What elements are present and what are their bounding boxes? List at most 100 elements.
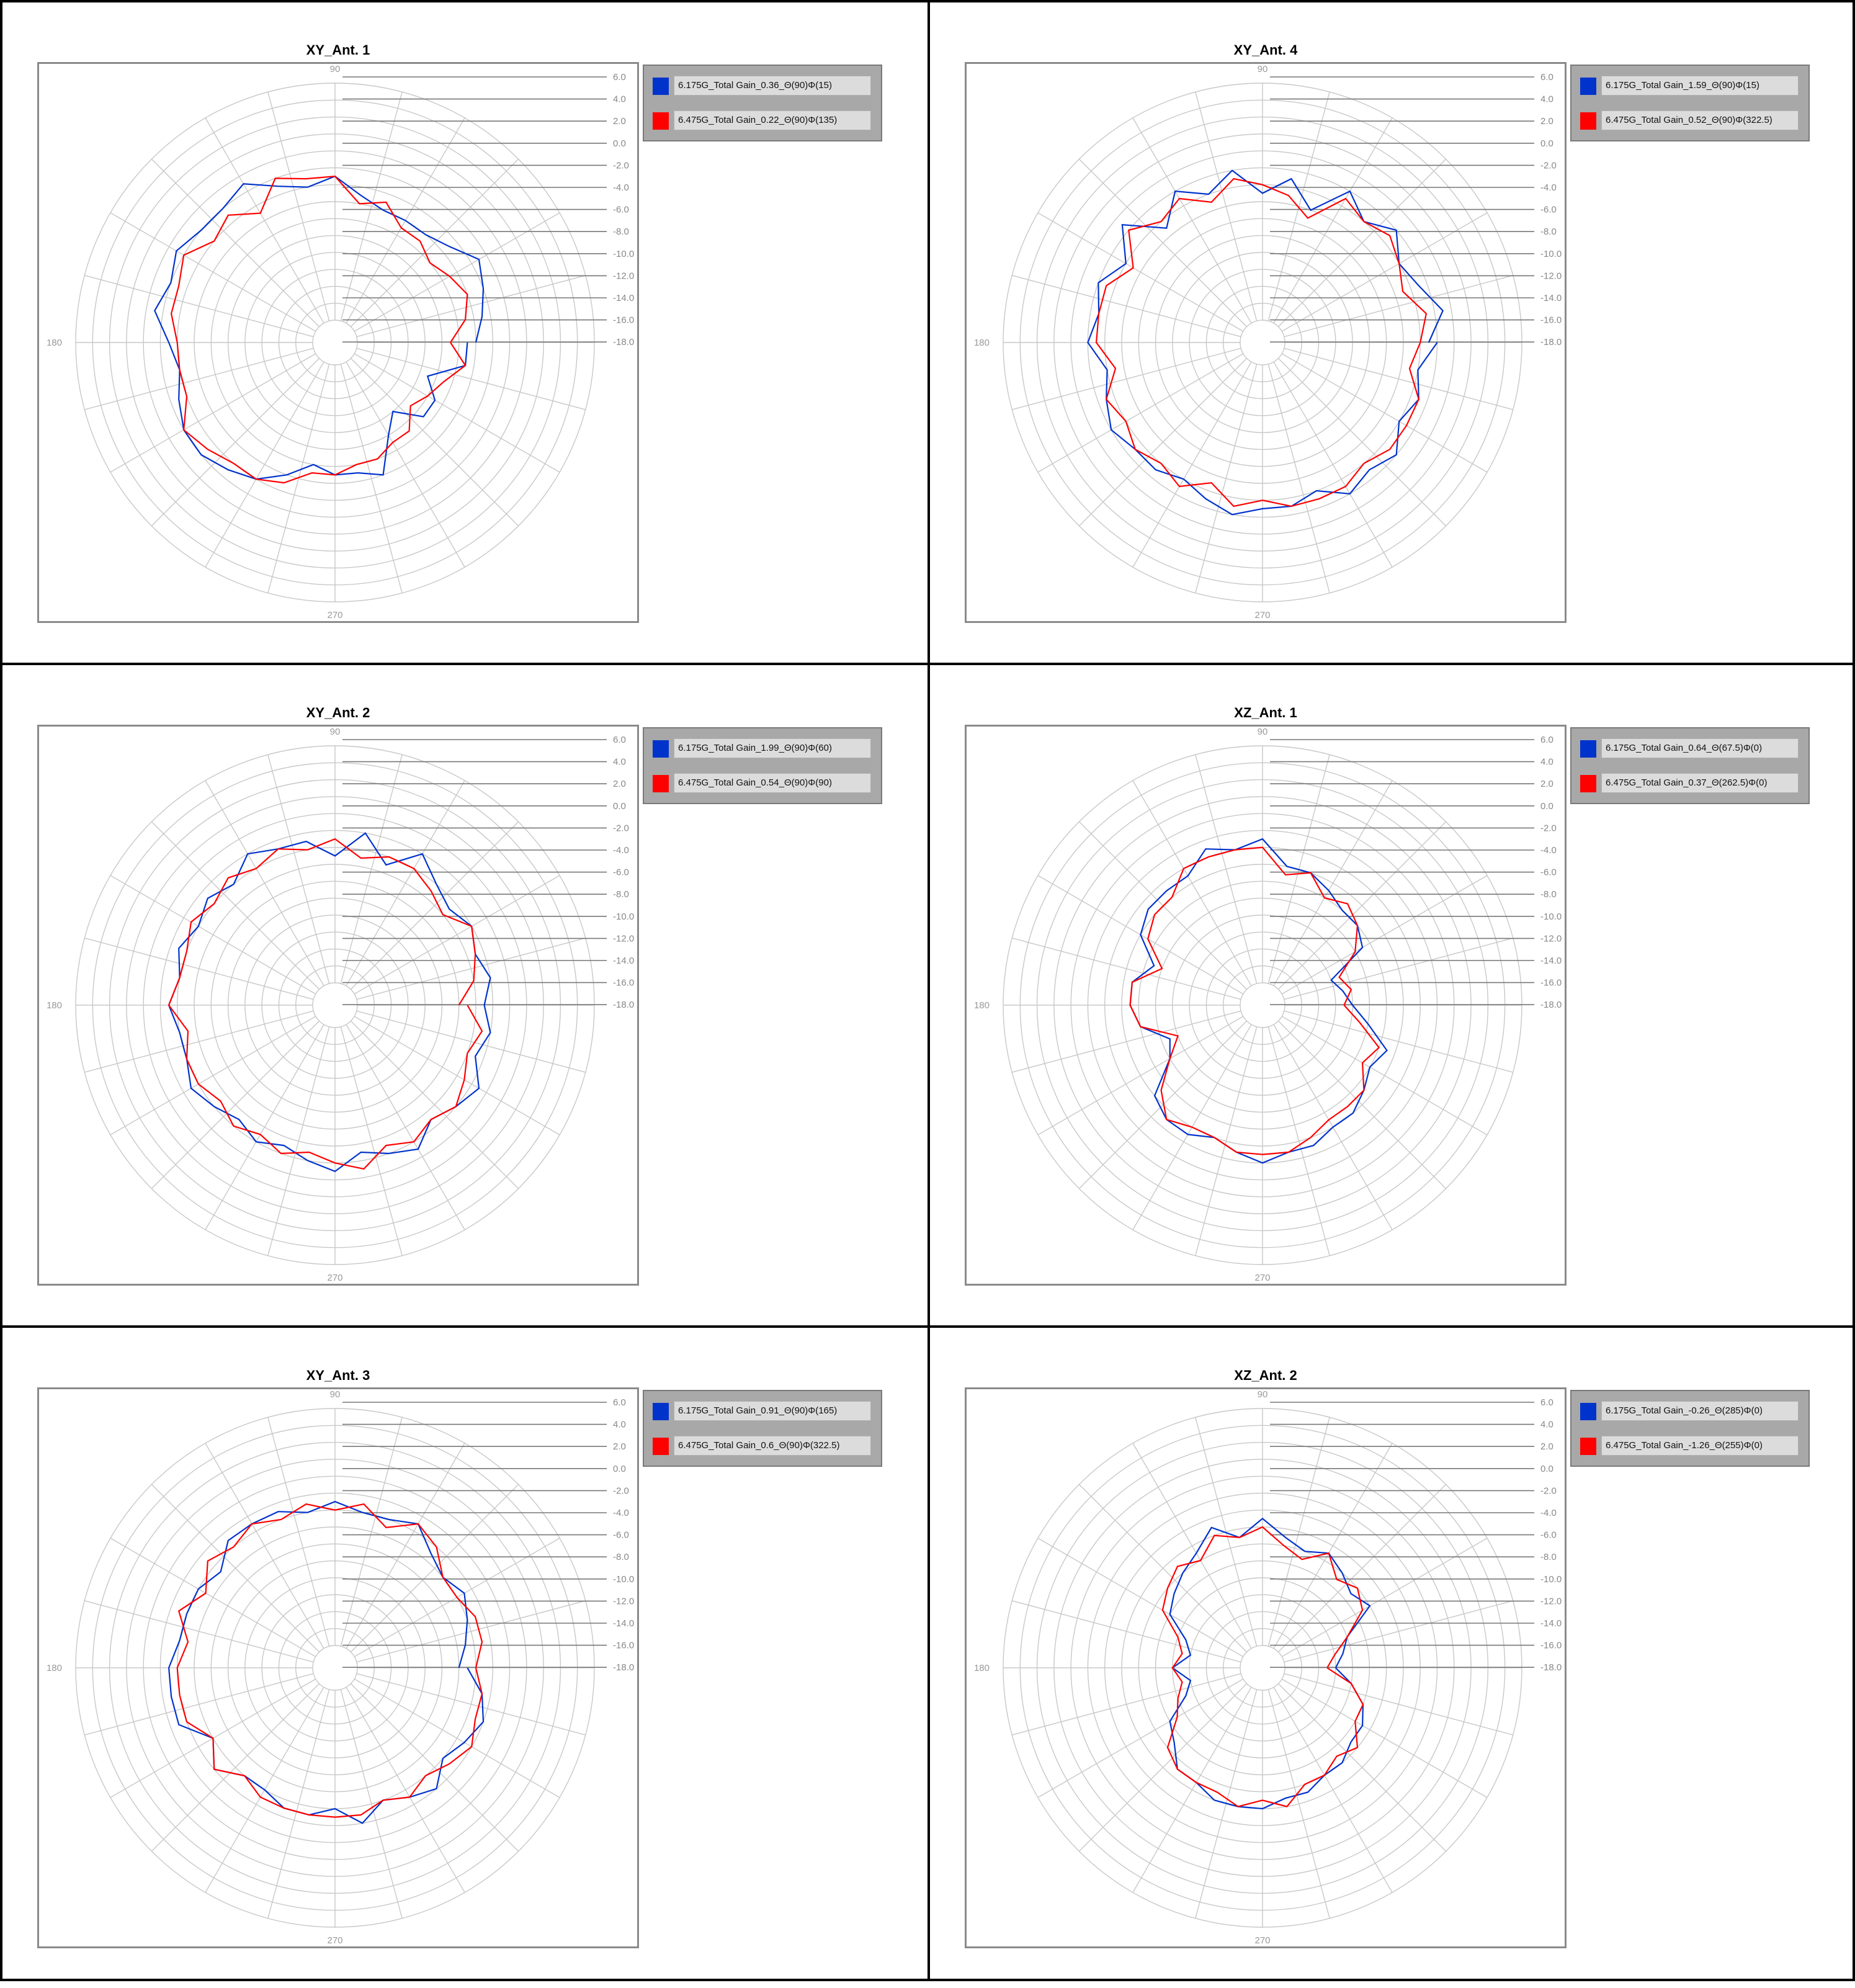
radial-tick-label: 6.0 (613, 72, 626, 83)
polar-spoke (1037, 1678, 1244, 1798)
polar-spoke (1281, 353, 1488, 473)
legend-swatch (653, 112, 669, 130)
polar-spoke (356, 347, 586, 410)
polar-spoke (1281, 1538, 1488, 1657)
radial-tick-label: -16.0 (1540, 978, 1562, 988)
polar-spoke (1195, 1026, 1258, 1256)
radial-tick-label: 6.0 (613, 735, 626, 745)
polar-spoke (354, 353, 560, 473)
polar-spoke (1037, 1538, 1244, 1657)
polar-spoke (1012, 1600, 1241, 1663)
legend-swatch (653, 1403, 669, 1420)
polar-spoke (267, 364, 330, 593)
polar-spoke (340, 754, 403, 984)
chart-title: XY_Ant. 2 (306, 705, 370, 720)
radial-tick-label: 0.0 (1540, 138, 1553, 149)
polar-spoke (1195, 364, 1258, 593)
polar-spoke (1037, 353, 1244, 473)
radial-tick-label: -6.0 (613, 1530, 629, 1541)
polar-spoke (350, 357, 519, 527)
radial-tick-label: -16.0 (1540, 315, 1562, 326)
radial-tick-label: -12.0 (1540, 933, 1562, 944)
radial-tick-label: -2.0 (613, 823, 629, 833)
polar-spoke (84, 938, 314, 1000)
radial-tick-label: -18.0 (613, 1662, 634, 1673)
polar-spoke (84, 1673, 314, 1735)
radial-tick-label: -2.0 (1540, 160, 1557, 171)
polar-spoke (1277, 1484, 1447, 1653)
angle-label: 90 (1258, 64, 1268, 74)
legend-swatch (653, 775, 669, 792)
chart-panel-6: XZ_Ant. 2 6.0 4.0 2.0 0.0 -2.0 -4.0 -6.0 -8.0 -10… (928, 1325, 1855, 1988)
radial-tick-label: -4.0 (1540, 845, 1557, 856)
polar-spoke (110, 212, 316, 332)
radial-tick-label: 0.0 (1540, 1464, 1553, 1474)
series-line-blue (1169, 1517, 1371, 1810)
radial-tick-label: -16.0 (613, 1641, 634, 1651)
polar-spoke (1284, 275, 1513, 338)
legend: 6.175G_Total Gain_0.91_Θ(90)Φ(165) 6.475G… (643, 1390, 882, 1467)
polar-spoke (1273, 1686, 1393, 1893)
radial-tick-label: -4.0 (1540, 1508, 1557, 1518)
polar-spoke (356, 938, 586, 1000)
legend-item: 6.175G_Total Gain_1.99_Θ(90)Φ(60) (649, 736, 876, 762)
radial-tick-label: -18.0 (1540, 1000, 1562, 1010)
radial-tick-label: -16.0 (1540, 1641, 1562, 1651)
polar-spoke (1267, 1026, 1330, 1256)
radial-tick-label: 2.0 (613, 1441, 626, 1452)
legend-item: 6.175G_Total Gain_1.59_Θ(90)Φ(15) (1576, 73, 1804, 99)
legend: 6.175G_Total Gain_-0.26_Θ(285)Φ(0) 6.475G… (1570, 1390, 1810, 1467)
angle-label: 180 (974, 338, 990, 348)
radial-tick-label: -14.0 (1540, 956, 1562, 966)
radial-tick-label: -8.0 (613, 1552, 629, 1562)
polar-spoke (1012, 275, 1241, 338)
polar-spoke (340, 1026, 403, 1256)
polar-spoke (267, 92, 330, 321)
polar-spoke (1277, 821, 1447, 990)
polar-spoke (1281, 1016, 1488, 1135)
polar-spoke (1281, 1678, 1488, 1798)
legend-label: 6.475G_Total Gain_-1.26_Θ(255)Φ(0) (1601, 1436, 1799, 1456)
chart-panel-2: XY_Ant. 4 6.0 4.0 2.0 0.0 -2.0 -4.0 -6.0 -8.0 -10… (928, 0, 1855, 663)
radial-tick-label: -14.0 (1540, 293, 1562, 303)
polar-plot: 6.0 4.0 2.0 0.0 -2.0 -4.0 -6.0 -8.0 -10.0 -12.0 -1… (974, 1389, 1562, 1946)
angle-label: 270 (327, 610, 342, 620)
legend-label: 6.475G_Total Gain_0.6_Θ(90)Φ(322.5) (674, 1436, 871, 1456)
polar-spoke (205, 361, 324, 568)
radial-tick-label: -12.0 (613, 933, 634, 944)
polar-spoke (346, 1443, 465, 1649)
polar-spoke (1132, 780, 1252, 987)
radial-tick-label: -10.0 (1540, 911, 1562, 922)
polar-spoke (1267, 364, 1330, 593)
polar-plot: 6.0 4.0 2.0 0.0 -2.0 -4.0 -6.0 -8.0 -10.0 -12.0 -1… (47, 64, 634, 620)
polar-spoke (340, 1689, 403, 1919)
radial-tick-label: 4.0 (1540, 757, 1553, 768)
polar-spoke (350, 1020, 519, 1189)
radial-tick-label: -12.0 (1540, 271, 1562, 281)
radial-tick-label: 0.0 (1540, 801, 1553, 812)
radial-tick-label: -14.0 (613, 1618, 634, 1629)
polar-spoke (267, 1689, 330, 1919)
polar-spoke (354, 875, 560, 995)
radial-tick-label: -2.0 (1540, 823, 1557, 833)
column-divider (928, 0, 930, 1981)
polar-spoke (1078, 1020, 1248, 1189)
chart-panel-5: XY_Ant. 3 6.0 4.0 2.0 0.0 -2.0 -4.0 -6.0 -8.0 -10… (0, 1325, 928, 1988)
row-divider-2 (0, 1325, 1855, 1328)
radial-tick-label: -6.0 (1540, 1530, 1557, 1541)
angle-label: 270 (1254, 1935, 1270, 1946)
legend-swatch (1580, 775, 1596, 792)
series-line-blue (168, 1500, 485, 1824)
polar-spoke (354, 1016, 560, 1135)
chart-panel-1: XY_Ant. 1 6.0 4.0 2.0 0.0 -2.0 -4.0 -6.0 -8.0 -10… (0, 0, 928, 663)
radial-tick-label: -6.0 (1540, 205, 1557, 215)
legend-swatch (1580, 78, 1596, 95)
series-line-blue (1129, 838, 1388, 1164)
polar-spoke (1277, 1683, 1447, 1852)
polar-spoke (1284, 1673, 1513, 1735)
radial-tick-label: -8.0 (613, 889, 629, 900)
radial-tick-label: -14.0 (1540, 1618, 1562, 1629)
angle-label: 90 (330, 64, 341, 74)
angle-label: 180 (974, 1000, 990, 1011)
